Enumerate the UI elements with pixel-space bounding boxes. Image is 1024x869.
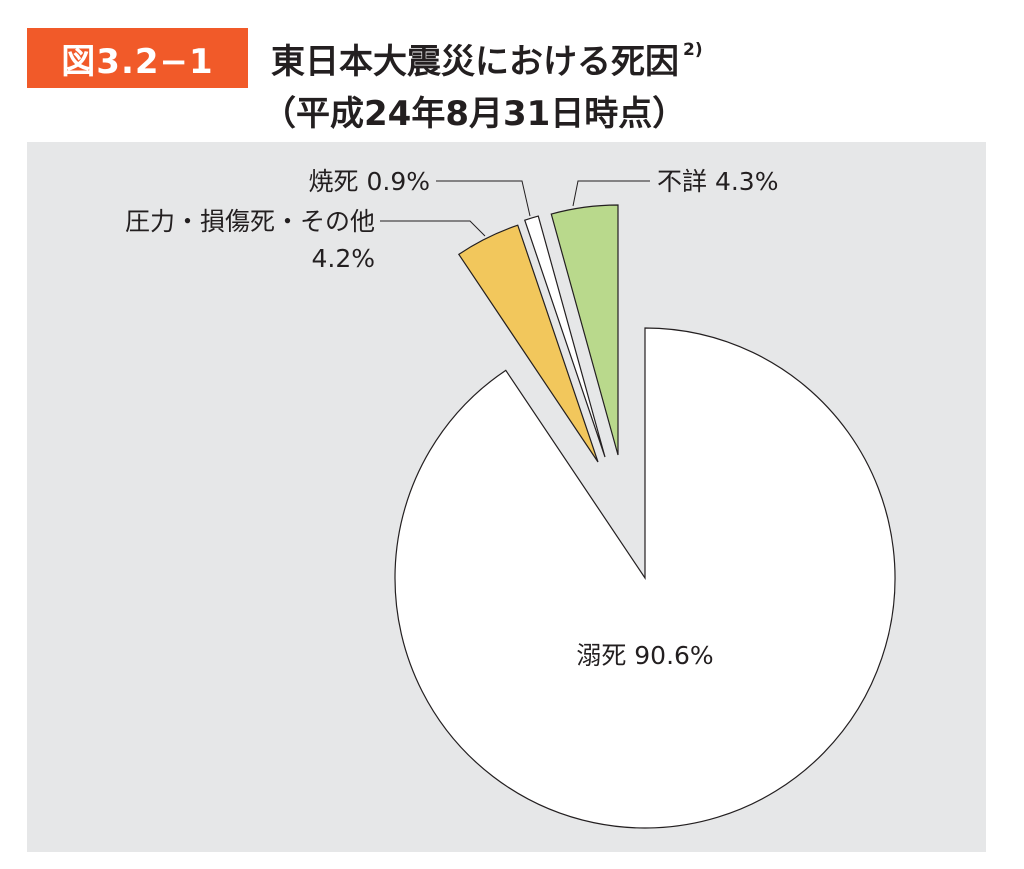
slice-label-unknown: 不詳 4.3% — [657, 167, 778, 196]
slice-label-burn: 焼死 0.9% — [309, 167, 430, 196]
leader-line-unknown — [572, 180, 650, 207]
chart-title: 東日本大震災における死因 2) — [271, 34, 703, 83]
leader-lines — [380, 180, 650, 237]
slice-drowning — [394, 327, 896, 829]
slice-unknown — [550, 204, 619, 456]
figure-number: 図3.2−1 — [61, 41, 214, 82]
slice-burn — [523, 215, 606, 458]
chart-subtitle: （平成24年8月31日時点） — [262, 94, 687, 134]
figure-number-badge: 図3.2−1 — [27, 28, 248, 88]
slice-label-crush-line1: 圧力・損傷死・その他 — [125, 207, 375, 236]
slice-crush — [457, 224, 599, 463]
slice-label-drowning: 溺死 90.6% — [576, 641, 713, 670]
pie-slices — [394, 204, 896, 829]
leader-line-burn — [436, 180, 531, 217]
chart-title-text: 東日本大震災における死因 — [271, 42, 679, 82]
slice-label-crush-line2: 4.2% — [311, 244, 375, 273]
title-note: 2) — [683, 40, 703, 60]
leader-line-crush — [380, 220, 486, 237]
